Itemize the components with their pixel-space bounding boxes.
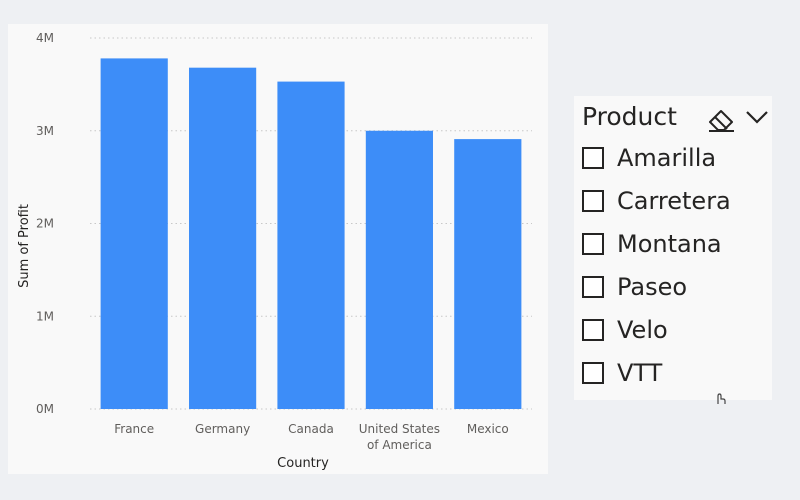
x-tick-label: France [114, 422, 154, 436]
slicer-item-label: Carretera [617, 186, 731, 215]
bar-chart-svg: 0M 1M 2M 3M 4M France Germany Canada United Sta… [17, 31, 532, 471]
checkbox[interactable] [582, 361, 604, 384]
checkbox[interactable] [582, 189, 604, 212]
x-tick-label: Germany [195, 422, 250, 436]
slicer-header: Product [582, 100, 768, 136]
slicer-item-vtt[interactable]: VTT [582, 351, 768, 394]
y-tick-label: 1M [36, 309, 54, 323]
slicer-item-carretera[interactable]: Carretera [582, 179, 768, 222]
checkbox[interactable] [582, 232, 604, 255]
slicer-item-paseo[interactable]: Paseo [582, 265, 768, 308]
chevron-down-icon[interactable] [744, 106, 770, 128]
profit-by-country-chart: 0M 1M 2M 3M 4M France Germany Canada United Sta… [8, 24, 548, 474]
x-tick-label: of America [367, 438, 432, 452]
bars [100, 58, 522, 410]
slicer-item-list: Amarilla Carretera Montana Paseo Velo VTT [582, 136, 768, 394]
x-tick-label: Mexico [467, 422, 509, 436]
checkbox[interactable] [582, 275, 604, 298]
slicer-item-label: Montana [617, 229, 722, 258]
eraser-icon[interactable] [706, 106, 736, 132]
y-tick-label: 0M [36, 402, 54, 416]
slicer-item-velo[interactable]: Velo [582, 308, 768, 351]
y-axis-ticks: 0M 1M 2M 3M 4M [36, 31, 54, 416]
bar-united-states-of-america[interactable] [365, 130, 433, 409]
x-tick-label: Canada [288, 422, 334, 436]
bar-mexico[interactable] [454, 139, 522, 409]
slicer-item-label: Velo [617, 315, 668, 344]
hand-cursor-icon [714, 390, 728, 404]
x-axis-ticks: France Germany Canada United States of Ameri… [114, 422, 509, 452]
checkbox[interactable] [582, 146, 604, 169]
checkbox[interactable] [582, 318, 604, 341]
slicer-item-label: Amarilla [617, 143, 717, 172]
bar-france[interactable] [100, 58, 168, 409]
product-slicer: Product Amarilla Carretera Montana Paseo Vel… [574, 96, 772, 400]
slicer-item-amarilla[interactable]: Amarilla [582, 136, 768, 179]
x-axis-title: Country [277, 456, 329, 471]
y-tick-label: 4M [36, 31, 54, 45]
y-tick-label: 2M [36, 217, 54, 231]
y-tick-label: 3M [36, 124, 54, 138]
x-tick-label: United States [359, 422, 440, 436]
bar-canada[interactable] [277, 81, 345, 409]
slicer-item-label: VTT [617, 358, 663, 387]
slicer-item-label: Paseo [617, 272, 688, 301]
slicer-title: Product [582, 102, 677, 131]
slicer-item-montana[interactable]: Montana [582, 222, 768, 265]
bar-germany[interactable] [189, 67, 257, 410]
y-axis-title: Sum of Profit [17, 204, 32, 288]
